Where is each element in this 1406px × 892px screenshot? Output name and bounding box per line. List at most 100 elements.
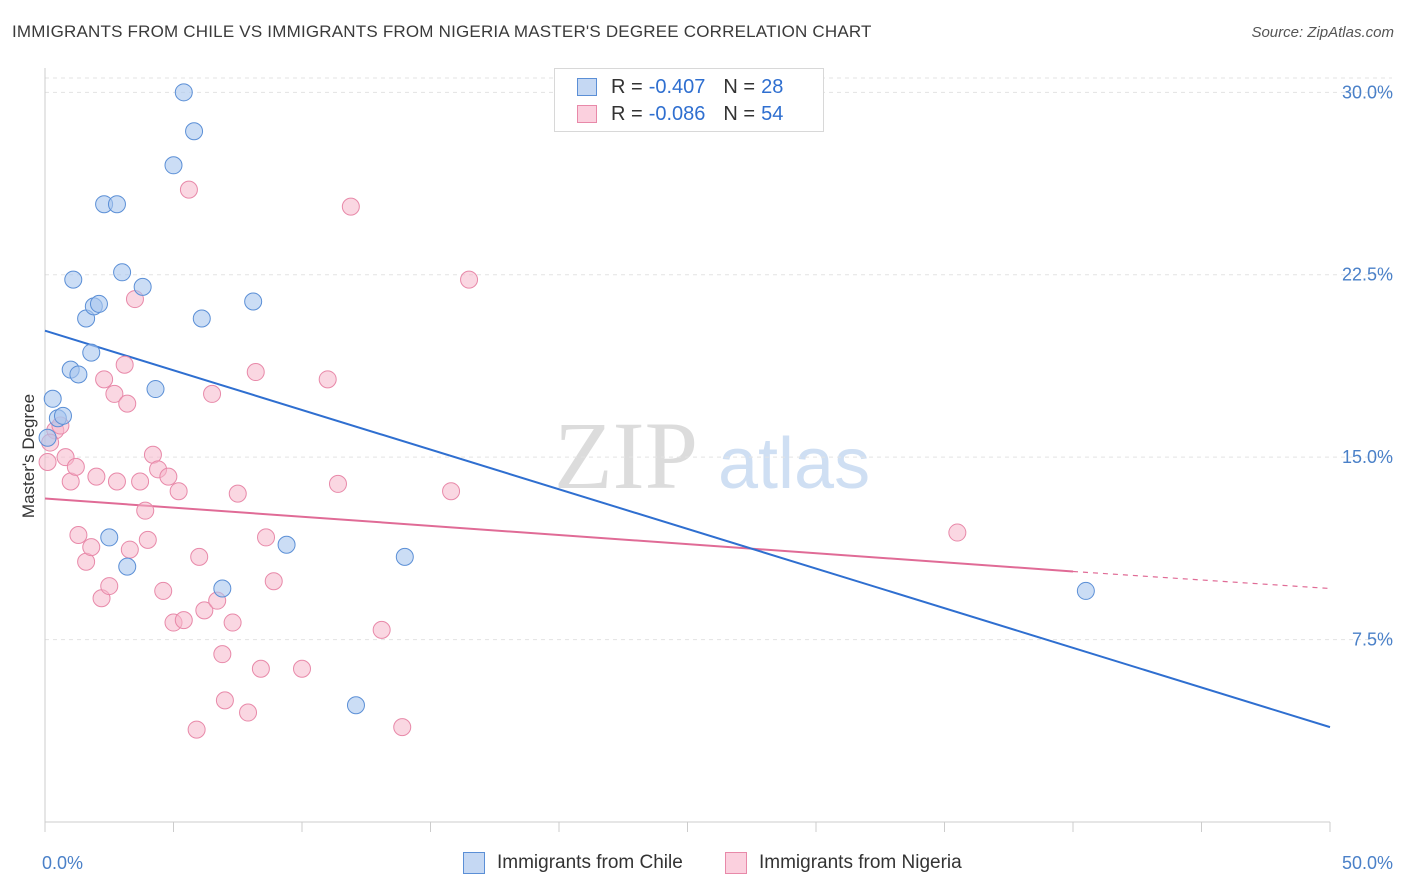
chile-point [133,277,152,296]
chile-point [38,428,57,447]
legend-chile-label: Immigrants from Chile [497,852,683,873]
chile-point [346,696,365,715]
legend-item-nigeria: Immigrants from Nigeria [725,852,962,874]
series-legend: Immigrants from Chile Immigrants from Ni… [0,852,1406,876]
chile-point [146,380,165,399]
legend-row-chile: R = -0.407 N = 28 [577,75,783,99]
nigeria-n-value: 54 [761,102,784,125]
nigeria-point [174,611,193,630]
nigeria-point [257,528,276,547]
nigeria-point [228,484,247,503]
nigeria-point [264,572,283,591]
gridlines [45,77,1392,641]
nigeria-point [190,547,209,566]
tick-labels: 7.5% 15.0% 22.5% 30.0% 0.0% 50.0% [42,82,1393,873]
y-tick-label: 15.0% [1342,447,1393,467]
nigeria-point [159,467,178,486]
nigeria-point [87,467,106,486]
watermark-atlas: atlas [718,424,870,504]
nigeria-point [107,472,126,491]
nigeria-trend-extension [1072,570,1331,590]
chile-point [53,406,72,425]
nigeria-point [169,482,188,501]
nigeria-point [118,394,137,413]
y-tick-label: 7.5% [1352,630,1393,650]
chile-point [185,122,204,141]
chile-point [69,365,88,384]
nigeria-point [187,720,206,739]
legend-row-nigeria: R = -0.086 N = 54 [577,102,783,126]
source-credit: Source: ZipAtlas.com [1251,24,1394,41]
nigeria-point [372,620,391,639]
stats-legend: R = -0.407 N = 28 R = -0.086 N = 54 [554,68,824,132]
nigeria-point [318,370,337,389]
chile-point [64,270,83,289]
chart-title: IMMIGRANTS FROM CHILE VS IMMIGRANTS FROM… [12,22,872,41]
y-tick-label: 30.0% [1342,82,1393,102]
x-tick-label: 0.0% [42,853,83,873]
chile-point [244,292,263,311]
nigeria-trend-line [44,497,1074,573]
legend-nigeria-swatch [725,852,747,874]
nigeria-n-label: N = [723,102,756,125]
nigeria-point [95,370,114,389]
nigeria-point [138,530,157,549]
chile-point [164,156,183,175]
nigeria-r-value: -0.086 [648,102,706,125]
chile-point [1076,581,1095,600]
nigeria-point [442,482,461,501]
chile-point [395,547,414,566]
chile-point [113,263,132,282]
nigeria-point [251,659,270,678]
scatter-points [38,83,1095,739]
chile-point [89,294,108,313]
y-tick-label: 22.5% [1342,265,1393,285]
nigeria-point [948,523,967,542]
nigeria-point [246,363,265,382]
chile-point [107,195,126,214]
nigeria-point [328,474,347,493]
nigeria-r-label: R = [611,102,643,125]
chile-n-label: N = [723,75,756,98]
nigeria-point [179,180,198,199]
chile-point [174,83,193,102]
nigeria-point [66,457,85,476]
watermark-zip: ZIP [554,402,698,509]
nigeria-point [460,270,479,289]
chile-trend-line [44,329,1331,729]
legend-nigeria-label: Immigrants from Nigeria [759,852,962,873]
chile-point [277,535,296,554]
nigeria-point [120,540,139,559]
chile-point [118,557,137,576]
nigeria-swatch [577,105,597,123]
nigeria-point [154,581,173,600]
chile-n-value: 28 [761,75,784,98]
legend-chile-swatch [463,852,485,874]
chile-r-value: -0.407 [648,75,706,98]
nigeria-point [38,453,57,472]
chile-point [82,343,101,362]
legend-item-chile: Immigrants from Chile [463,852,683,874]
nigeria-point [223,613,242,632]
nigeria-point [69,525,88,544]
chile-point [192,309,211,328]
y-axis-label: Master's Degree [19,394,38,518]
nigeria-point [115,355,134,374]
nigeria-point [393,718,412,737]
nigeria-point [293,659,311,678]
nigeria-point [215,691,234,710]
nigeria-point [195,601,214,620]
chile-r-label: R = [611,75,643,98]
nigeria-point [213,645,232,664]
chile-point [43,389,62,408]
nigeria-point [100,577,119,596]
nigeria-point [131,472,150,491]
nigeria-point [239,703,258,722]
nigeria-point [203,384,222,403]
chile-point [100,528,119,547]
chile-point [213,579,232,598]
nigeria-point [136,501,155,520]
watermark: ZIP atlas [554,402,870,509]
chile-swatch [577,78,597,96]
